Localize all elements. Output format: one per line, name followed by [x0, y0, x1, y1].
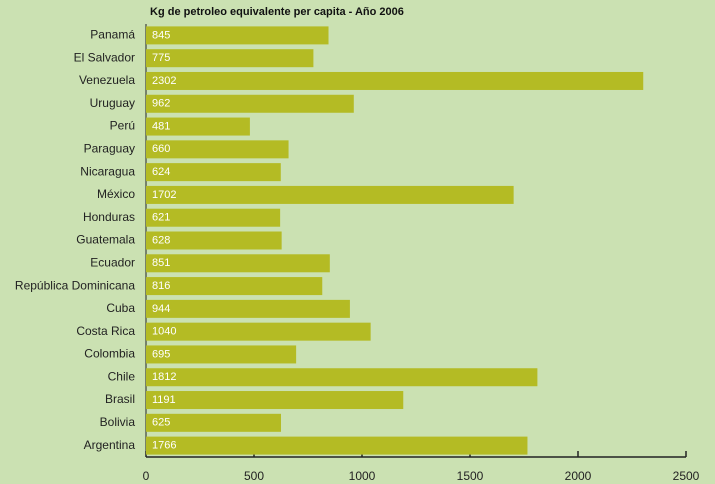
- data-label: 962: [152, 98, 170, 110]
- data-label: 1812: [152, 371, 176, 383]
- bar: [146, 436, 528, 455]
- y-tick-label: Argentina: [84, 438, 136, 452]
- bar: [146, 49, 314, 68]
- bar: [146, 231, 282, 250]
- data-label: 621: [152, 212, 170, 224]
- chart-title: Kg de petroleo equivalente per capita - …: [150, 6, 404, 18]
- data-label: 625: [152, 417, 170, 429]
- bar: [146, 208, 281, 227]
- bar: [146, 368, 538, 387]
- bar: [146, 163, 281, 182]
- y-tick-label: Costa Rica: [76, 324, 135, 338]
- x-tick-label: 2500: [673, 469, 700, 483]
- bar: [146, 94, 354, 113]
- y-tick-label: Colombia: [84, 347, 135, 361]
- y-tick-label: Perú: [110, 119, 135, 133]
- bar: [146, 277, 323, 296]
- data-label: 1040: [152, 326, 176, 338]
- y-tick-label: Nicaragua: [80, 164, 135, 178]
- bar: [146, 413, 281, 432]
- y-tick-label: República Dominicana: [15, 278, 135, 292]
- bar: [146, 140, 289, 159]
- y-tick-label: Uruguay: [90, 96, 135, 110]
- bar: [146, 345, 297, 364]
- data-label: 660: [152, 143, 170, 155]
- y-tick-label: Paraguay: [84, 142, 135, 156]
- x-tick-label: 1000: [349, 469, 376, 483]
- y-tick-label: El Salvador: [74, 50, 135, 64]
- y-tick-label: Cuba: [106, 301, 135, 315]
- y-tick-label: Honduras: [83, 210, 135, 224]
- y-tick-label: Chile: [108, 369, 136, 383]
- bar: [146, 117, 250, 136]
- y-tick-label: Venezuela: [79, 73, 135, 87]
- data-label: 628: [152, 234, 170, 246]
- x-tick-label: 1500: [457, 469, 484, 483]
- x-tick-label: 2000: [565, 469, 592, 483]
- data-label: 1191: [152, 394, 176, 406]
- data-label: 624: [152, 166, 170, 178]
- bar: [146, 185, 514, 204]
- data-label: 775: [152, 52, 170, 64]
- data-label: 2302: [152, 75, 176, 87]
- x-tick-label: 500: [244, 469, 264, 483]
- bar: [146, 299, 350, 318]
- y-tick-label: Ecuador: [90, 255, 135, 269]
- y-tick-label: Panamá: [90, 28, 135, 42]
- y-tick-label: México: [97, 187, 135, 201]
- bar: [146, 254, 330, 273]
- data-label: 1766: [152, 440, 176, 452]
- data-label: 845: [152, 29, 170, 41]
- bar: [146, 26, 329, 45]
- data-label: 944: [152, 303, 170, 315]
- bar: [146, 322, 371, 341]
- data-label: 481: [152, 120, 170, 132]
- y-tick-label: Bolivia: [100, 415, 136, 429]
- y-tick-label: Guatemala: [76, 233, 135, 247]
- data-label: 816: [152, 280, 170, 292]
- bar: [146, 71, 644, 90]
- data-label: 695: [152, 348, 170, 360]
- y-tick-label: Brasil: [105, 392, 135, 406]
- x-tick-label: 0: [143, 469, 150, 483]
- data-label: 1702: [152, 189, 176, 201]
- bar: [146, 391, 404, 410]
- data-label: 851: [152, 257, 170, 269]
